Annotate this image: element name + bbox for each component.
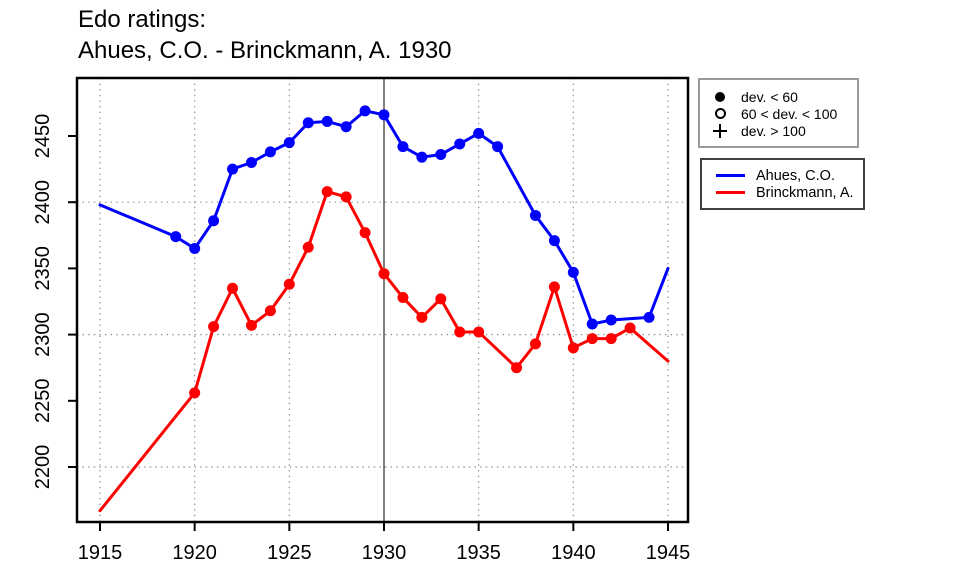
ahues-marker <box>567 266 579 278</box>
plot-frame <box>75 76 690 524</box>
ahues-marker <box>245 156 257 168</box>
brinckmann-marker <box>605 333 617 345</box>
y-axis-tick-label: 2250 <box>32 379 54 424</box>
ahues-marker <box>548 235 560 247</box>
brinckmann-marker <box>586 333 598 345</box>
legend-label: dev. > 100 <box>741 122 806 139</box>
ahues-marker <box>378 109 390 121</box>
brinckmann-marker <box>321 186 333 198</box>
brinckmann-marker <box>340 191 352 203</box>
brinckmann-marker <box>227 282 239 294</box>
ahues-marker <box>529 209 541 221</box>
brinckmann-marker <box>416 311 428 323</box>
ahues-marker <box>416 151 428 163</box>
brinckmann-marker <box>435 293 447 305</box>
brinckmann-marker <box>208 321 220 333</box>
ahues-marker <box>586 318 598 330</box>
x-axis-tick-label: 1930 <box>362 542 407 564</box>
filled-circle-icon <box>711 89 729 105</box>
ahues-marker <box>321 115 333 127</box>
ahues-marker <box>359 105 371 117</box>
chart-title-line1: Edo ratings: <box>78 6 207 33</box>
ahues-marker <box>189 243 201 255</box>
x-axis-tick-label: 1915 <box>78 542 123 564</box>
legend-label: Brinckmann, A. <box>756 184 854 201</box>
brinckmann-marker <box>283 278 295 290</box>
brinckmann-marker <box>397 292 409 304</box>
ahues-marker <box>605 314 617 326</box>
y-axis-tick-label: 2350 <box>32 246 54 291</box>
y-axis-tick-label: 2200 <box>32 445 54 490</box>
x-axis-tick-label: 1920 <box>172 542 217 564</box>
x-axis-tick-label: 1935 <box>456 542 501 564</box>
brinckmann-marker <box>548 281 560 293</box>
open-circle-icon <box>711 106 729 122</box>
chart-title: Edo ratings: Ahues, C.O. - Brinckmann, A… <box>78 4 452 66</box>
ahues-marker <box>473 127 485 139</box>
ahues-marker <box>492 141 504 153</box>
plus-icon <box>711 123 729 139</box>
brinckmann-marker <box>302 241 314 253</box>
ahues-line-swatch <box>716 174 745 177</box>
chart-title-line2: Ahues, C.O. - Brinckmann, A. 1930 <box>78 37 452 64</box>
ahues-marker <box>283 137 295 149</box>
x-axis-tick-label: 1940 <box>551 542 596 564</box>
ahues-marker <box>454 138 466 150</box>
legend-row-dev-low: dev. < 60 <box>700 88 857 105</box>
brinckmann-marker <box>511 362 523 374</box>
legend-row-dev-high: dev. > 100 <box>700 122 857 139</box>
legend-label: dev. < 60 <box>741 88 798 105</box>
legend-row-dev-mid: 60 < dev. < 100 <box>700 105 857 122</box>
legend-series-box: Ahues, C.O. Brinckmann, A. <box>700 158 865 210</box>
brinckmann-marker <box>264 305 276 317</box>
legend-deviation-box: dev. < 60 60 < dev. < 100 dev. > 100 <box>698 78 859 148</box>
legend-row-ahues: Ahues, C.O. <box>702 167 863 184</box>
y-axis-tick-label: 2400 <box>32 180 54 225</box>
ahues-marker <box>302 117 314 129</box>
ahues-marker <box>643 311 655 323</box>
legend-label: Ahues, C.O. <box>756 167 835 184</box>
brinckmann-marker <box>473 326 485 338</box>
ahues-marker <box>208 215 220 227</box>
ahues-marker <box>397 141 409 153</box>
ahues-marker <box>227 163 239 175</box>
brinckmann-marker <box>529 338 541 350</box>
brinckmann-marker <box>189 387 201 399</box>
brinckmann-marker <box>245 319 257 331</box>
ahues-marker <box>435 149 447 161</box>
brinckmann-marker <box>378 268 390 280</box>
legend-label: 60 < dev. < 100 <box>741 105 838 122</box>
y-axis-tick-label: 2300 <box>32 312 54 357</box>
brinckmann-line-swatch <box>716 191 745 194</box>
ahues-marker <box>340 121 352 133</box>
ahues-marker <box>264 146 276 158</box>
x-axis-tick-label: 1945 <box>646 542 691 564</box>
brinckmann-marker <box>567 342 579 354</box>
brinckmann-marker <box>624 322 636 334</box>
brinckmann-marker <box>359 227 371 239</box>
y-axis-tick-label: 2450 <box>32 114 54 159</box>
x-axis-tick-label: 1925 <box>267 542 312 564</box>
legend-row-brinckmann: Brinckmann, A. <box>702 184 863 201</box>
brinckmann-marker <box>454 326 466 338</box>
ahues-marker <box>170 231 182 243</box>
